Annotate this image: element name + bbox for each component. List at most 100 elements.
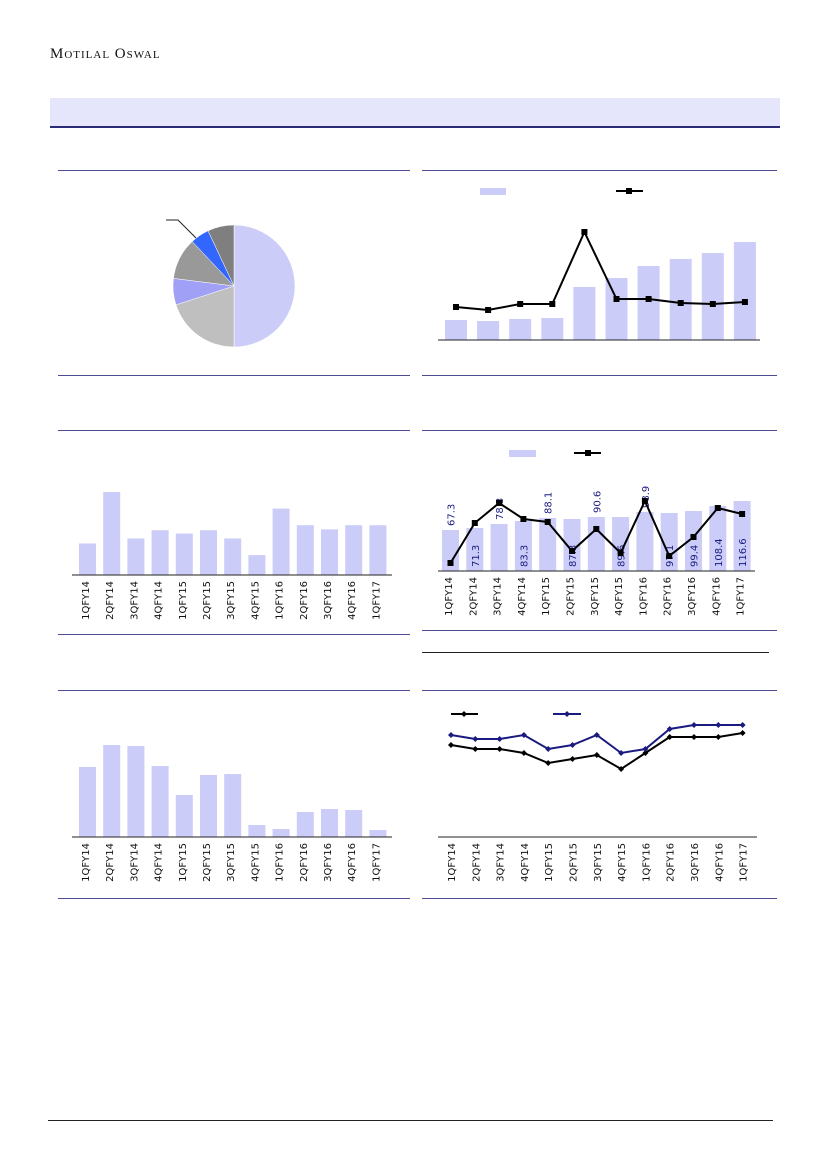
x-tick-label: 3QFY16 [323,581,334,620]
rule [422,630,777,631]
rule [422,170,777,171]
line-point [709,301,716,307]
bar [200,530,217,575]
x-tick-label: 3QFY14 [496,843,507,882]
series-line [455,229,745,312]
rule [58,430,410,431]
line-point [690,534,697,540]
data-label: 108.4 [714,538,725,567]
line-point [545,746,552,752]
bar [442,530,459,571]
data-label: 67.3 [447,504,458,526]
bar [541,318,564,340]
bar [612,517,630,571]
line-point [741,299,748,305]
line-point [714,505,721,511]
bar [587,517,605,571]
bar [669,259,692,340]
bar [151,766,169,837]
line-point [593,752,600,758]
x-tick-label: 1QFY16 [275,843,286,882]
brand-logo: Motilal Oswal [50,46,161,62]
x-tick-label: 1QFY16 [275,581,286,620]
data-label: 83.3 [519,545,530,567]
line-point [448,742,454,748]
bar [79,543,96,575]
line-point [520,732,527,738]
line-point [448,732,454,738]
x-tick-label: 2QFY16 [663,577,674,616]
line-point [691,734,697,740]
bar [477,321,500,340]
x-tick-label: 1QFY14 [81,581,92,620]
x-tick-label: 4QFY16 [711,577,722,616]
bar [272,829,290,837]
x-tick-label: 1QFY15 [178,581,189,620]
x-tick-label: 2QFY14 [471,843,482,882]
bar [175,795,193,837]
x-tick-label: 2QFY15 [202,581,213,620]
bar [637,266,660,340]
x-tick-label: 3QFY16 [690,843,701,882]
x-tick-label: 1QFY17 [739,843,750,882]
data-label: 71.3 [471,545,482,567]
legend-marker [564,711,570,717]
line-point [739,730,746,736]
x-tick-label: 3QFY16 [323,843,334,882]
x-tick-label: 2QFY16 [666,843,677,882]
x-tick-label: 3QFY16 [687,577,698,616]
data-label: 98.9 [641,486,652,508]
line-point [517,301,524,307]
line-point [666,553,673,559]
line-point [545,760,552,766]
x-tick-label: 2QFY15 [202,843,213,882]
line-point [453,304,459,310]
x-tick-label: 1QFY17 [736,577,747,616]
x-tick-label: 3QFY15 [226,581,237,620]
x-tick-label: 1QFY15 [541,577,552,616]
line-point [485,307,492,313]
data-label: 116.6 [738,538,749,567]
legend-marker [585,450,591,456]
x-tick-label: 4QFY14 [154,581,165,620]
rule [422,375,777,376]
pie-leader-line [166,219,197,239]
line-point [593,526,600,532]
bar [709,506,727,571]
rule [422,690,777,691]
bar [490,524,508,571]
line-point [677,300,684,306]
bar [514,521,532,571]
line-point [642,750,649,756]
line-point [739,722,746,728]
x-tick-label: 4QFY15 [250,843,261,882]
bar [321,809,338,837]
line-point [569,548,575,554]
rule [422,898,777,899]
line-point [471,520,478,526]
x-tick-label: 2QFY16 [299,843,310,882]
x-tick-label: 2QFY14 [105,581,116,620]
data-label: 78.3 [495,498,506,520]
x-tick-label: 4QFY16 [714,843,725,882]
x-tick-label: 3QFY14 [129,843,140,882]
bar [151,530,169,575]
x-tick-label: 1QFY16 [641,843,652,882]
line-point [691,722,697,728]
line-point [581,229,588,235]
x-tick-label: 4QFY15 [614,577,625,616]
line-point [549,301,556,307]
legend-marker [461,711,467,717]
line-point [666,734,673,740]
bar [685,511,702,571]
bar [296,812,314,837]
rule [58,898,410,899]
pie-slice [175,285,235,348]
bar [573,287,596,340]
bar [224,538,242,575]
x-tick-label: 1QFY16 [638,577,649,616]
x-tick-label: 4QFY14 [520,843,531,882]
bar [272,508,290,575]
line-point [715,734,722,740]
